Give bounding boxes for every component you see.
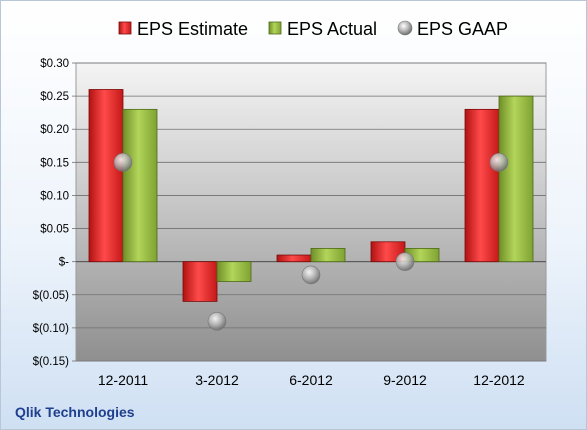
x-axis: 12-2011 3-2012 6-2012 9-2012 12-2012	[98, 372, 525, 388]
y-tick-label: $0.05	[40, 224, 69, 236]
y-tick-label: $0.30	[40, 58, 69, 70]
eps-actual-bar	[498, 95, 534, 263]
x-tick-label: 6-2012	[289, 372, 333, 388]
y-tick-label: $0.10	[40, 190, 69, 202]
eps-gaap-legend-swatch	[397, 20, 413, 36]
eps-actual-bar	[122, 108, 158, 263]
eps-estimate-bar	[464, 108, 500, 263]
x-tick-label: 12-2011	[98, 372, 149, 388]
y-tick-label: $0.15	[40, 157, 69, 169]
eps-estimate-legend-label: EPS Estimate	[137, 19, 248, 39]
y-axis: $0.30 $0.25 $0.20 $0.15 $0.10 $0.05 $- $(0.05) $…	[33, 58, 76, 368]
eps-actual-legend-swatch	[268, 21, 282, 35]
y-tick-label: $(0.10)	[33, 323, 70, 335]
eps-gaap-marker	[301, 265, 321, 285]
eps-estimate-bar	[88, 89, 124, 263]
y-tick-label: $-	[59, 257, 69, 269]
eps-gaap-marker	[207, 311, 227, 331]
eps-gaap-marker	[113, 153, 133, 172]
eps-actual-bar	[310, 248, 346, 263]
x-tick-label: 3-2012	[195, 372, 239, 388]
eps-estimate-bar	[276, 254, 312, 263]
bars	[88, 89, 534, 302]
eps-gaap-marker	[395, 252, 415, 271]
company-name: Qlik Technologies	[15, 404, 135, 420]
y-tick-label: $0.25	[40, 91, 69, 103]
eps-estimate-bar	[182, 261, 218, 302]
gaap-markers	[113, 153, 509, 331]
x-tick-label: 12-2012	[473, 372, 525, 388]
x-tick-label: 9-2012	[383, 372, 427, 388]
legend: EPS Estimate EPS Actual EPS GAAP	[118, 19, 508, 39]
y-tick-label: $(0.05)	[33, 290, 70, 302]
eps-estimate-legend-swatch	[118, 21, 132, 35]
eps-actual-legend-label: EPS Actual	[287, 19, 377, 39]
eps-gaap-marker	[489, 153, 509, 172]
y-tick-label: $(0.15)	[33, 356, 70, 368]
eps-actual-bar	[216, 261, 252, 282]
eps-gaap-legend-label: EPS GAAP	[417, 19, 508, 39]
y-tick-label: $0.20	[40, 124, 69, 136]
